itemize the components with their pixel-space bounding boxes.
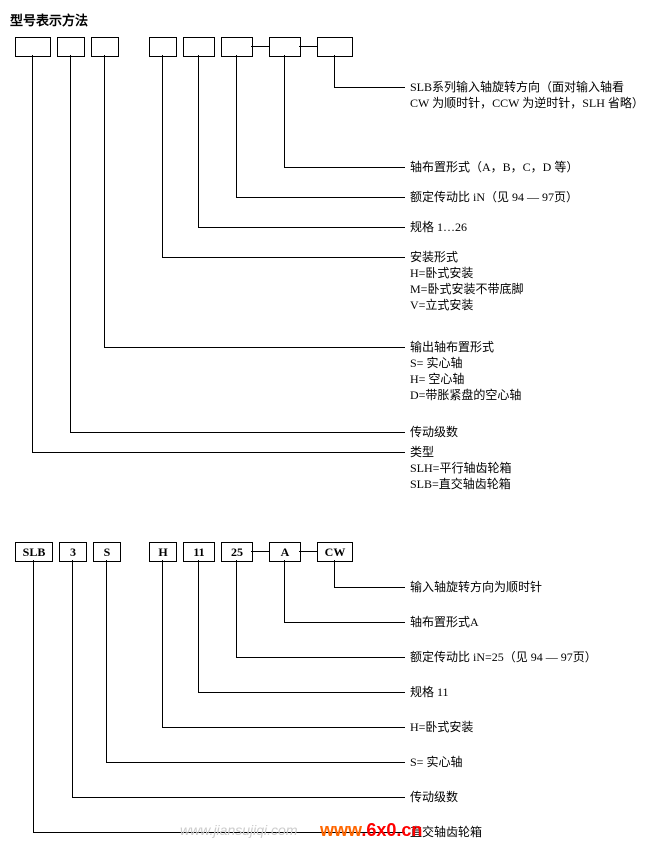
connector-horizontal <box>106 762 405 763</box>
connector-vertical <box>72 560 73 797</box>
connector-vertical <box>284 560 285 622</box>
model-box-7 <box>317 37 353 57</box>
connector-horizontal <box>236 197 405 198</box>
connector-horizontal <box>72 797 405 798</box>
watermark: www.6x0.cn <box>320 820 422 841</box>
connector-vertical <box>334 560 335 587</box>
diagram-generic: SLB系列输入轴旋转方向（面对输入轴看 CW 为顺时针，CCW 为逆时针，SLH… <box>10 37 640 522</box>
connector-horizontal <box>334 587 405 588</box>
model-box-6: A <box>269 542 301 562</box>
model-box-3: H <box>149 542 177 562</box>
description-text: 输入轴旋转方向为顺时针 <box>410 579 542 595</box>
connector-vertical <box>334 55 335 87</box>
model-box-4: 11 <box>183 542 215 562</box>
description-text: 额定传动比 iN（见 94 — 97页） <box>410 189 578 205</box>
connector-horizontal <box>32 452 405 453</box>
connector-vertical <box>284 55 285 167</box>
connector-horizontal <box>162 257 405 258</box>
description-text: 规格 11 <box>410 684 449 700</box>
connector-vertical <box>198 560 199 692</box>
model-box-7: CW <box>317 542 353 562</box>
connector-vertical <box>106 560 107 762</box>
connector-horizontal <box>198 692 405 693</box>
model-box-0 <box>15 37 51 57</box>
connector-horizontal <box>236 657 405 658</box>
connector-vertical <box>236 55 237 197</box>
description-text: 传动级数 <box>410 789 458 805</box>
connector-horizontal <box>284 622 405 623</box>
description-text: 轴布置形式（A，B，C，D 等） <box>410 159 578 175</box>
connector-horizontal <box>198 227 405 228</box>
model-box-3 <box>149 37 177 57</box>
model-box-1: 3 <box>59 542 87 562</box>
diagram-example: SLB 3S H 11 25 A CW 输入轴旋转方向为顺时针轴布置形式A 额定传动比 iN=2… <box>10 542 640 852</box>
model-box-1 <box>57 37 85 57</box>
model-box-2: S <box>93 542 121 562</box>
connector-vertical <box>32 55 33 452</box>
model-box-0: SLB <box>15 542 53 562</box>
model-box-5 <box>221 37 253 57</box>
connector-vertical <box>70 55 71 432</box>
connector-horizontal <box>104 347 405 348</box>
description-text: 传动级数 <box>410 424 458 440</box>
model-box-2 <box>91 37 119 57</box>
description-text: H=卧式安装 <box>410 719 473 735</box>
connector-vertical <box>198 55 199 227</box>
watermark-gray: www.jiansujiqi.com <box>180 822 297 838</box>
connector-horizontal <box>284 167 405 168</box>
description-text: SLB系列输入轴旋转方向（面对输入轴看 CW 为顺时针，CCW 为逆时针，SLH… <box>410 79 640 111</box>
connector-horizontal <box>334 87 405 88</box>
box-connector <box>299 46 317 47</box>
description-text: 输出轴布置形式 S= 实心轴 H= 空心轴 D=带胀紧盘的空心轴 <box>410 339 521 403</box>
model-box-6 <box>269 37 301 57</box>
connector-vertical <box>236 560 237 657</box>
description-text: S= 实心轴 <box>410 754 462 770</box>
model-box-5: 25 <box>221 542 253 562</box>
page-title: 型号表示方法 <box>10 10 640 29</box>
connector-horizontal <box>70 432 405 433</box>
connector-vertical <box>104 55 105 347</box>
connector-vertical <box>33 560 34 832</box>
description-text: 类型 SLH=平行轴齿轮箱 SLB=直交轴齿轮箱 <box>410 444 511 492</box>
box-connector <box>251 551 269 552</box>
description-text: 规格 1…26 <box>410 219 467 235</box>
connector-vertical <box>162 55 163 257</box>
description-text: 安装形式 H=卧式安装 M=卧式安装不带底脚 V=立式安装 <box>410 249 523 313</box>
connector-vertical <box>162 560 163 727</box>
box-connector <box>299 551 317 552</box>
connector-horizontal <box>162 727 405 728</box>
box-connector <box>251 46 269 47</box>
description-text: 轴布置形式A <box>410 614 479 630</box>
description-text: 额定传动比 iN=25（见 94 — 97页） <box>410 649 597 665</box>
model-box-4 <box>183 37 215 57</box>
